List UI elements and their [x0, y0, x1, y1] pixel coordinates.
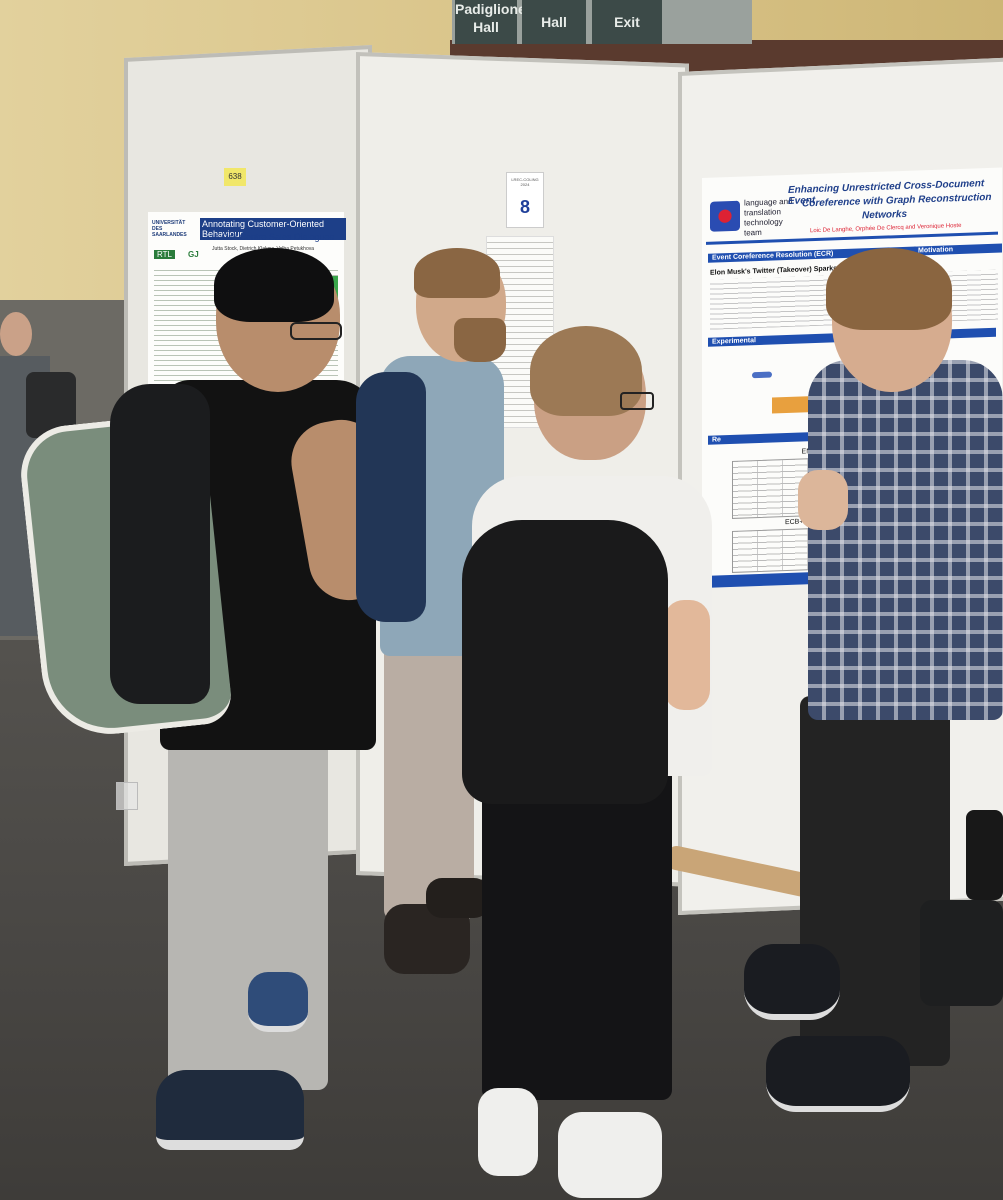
- person-1-legs: [168, 720, 328, 1090]
- diagram-node-1: [752, 371, 772, 379]
- person-2-hair: [414, 248, 500, 298]
- person-far-left-head: [0, 312, 32, 356]
- person-3-arm: [664, 600, 710, 710]
- person-1-shoe-right: [248, 972, 308, 1032]
- poster-left-logo-gj: GJ: [188, 250, 199, 259]
- person-2-shoe-right: [426, 878, 490, 918]
- person-4-hand: [798, 470, 848, 530]
- team-label-2: translation: [744, 207, 781, 218]
- person-3-hair: [530, 326, 642, 416]
- floor-bag: [920, 900, 1003, 1006]
- person-4-hair: [826, 248, 952, 330]
- poster-right-section-motivation: Motivation: [914, 243, 1002, 256]
- sign-label-hall: Hall: [522, 0, 589, 44]
- person-3-backpack: [462, 520, 668, 804]
- board-number: 8: [519, 197, 530, 217]
- person-3-shoe-left: [478, 1088, 538, 1176]
- sticky-note: 638: [224, 168, 246, 186]
- poster-right-title-3: Networks: [862, 208, 908, 222]
- team-label-4: team: [744, 227, 762, 238]
- board-sticker-top: LREC-COLING 2024: [511, 177, 539, 187]
- person-1-backpack-dark: [110, 384, 210, 704]
- person-4-torso: [808, 360, 1003, 720]
- team-label-1: language and: [744, 196, 793, 208]
- person-2-beard: [454, 318, 506, 362]
- sign-label-exit: Exit: [592, 0, 665, 44]
- person-2-backpack: [356, 372, 426, 622]
- team-label-3: technology: [744, 217, 783, 228]
- poster-left-logo-rtl: RTL: [154, 250, 175, 259]
- poster-left-logo: UNIVERSITÄT DES SAARLANDES: [152, 220, 187, 238]
- poster-left-title-2: in Call Centre Sales Dialogues: [212, 232, 335, 242]
- person-3-shoe-right: [558, 1112, 662, 1198]
- person-4-shoe-left: [744, 944, 840, 1020]
- person-1-shoe-left: [156, 1070, 304, 1150]
- person-1-hair: [214, 248, 334, 322]
- person-4-shoe-right: [766, 1036, 910, 1112]
- poster-left-title-1: Annotating Customer-Oriented Behaviour: [200, 218, 346, 240]
- team-logo: [710, 200, 740, 232]
- person-3-glasses: [620, 392, 654, 410]
- sign-label-padiglione: Padiglione Hall: [455, 0, 526, 44]
- person-3-legs: [482, 760, 672, 1100]
- floor-bag-2: [966, 810, 1003, 900]
- person-2-legs: [384, 620, 474, 920]
- water-cup: [116, 782, 138, 810]
- overhead-sign: Padiglione Hall Hall Exit: [452, 0, 752, 44]
- poster-left-header: UNIVERSITÄT DES SAARLANDES Annotating Cu…: [148, 212, 346, 256]
- person-1-glasses: [290, 322, 342, 340]
- board-number-card: LREC-COLING 2024 8: [506, 172, 544, 228]
